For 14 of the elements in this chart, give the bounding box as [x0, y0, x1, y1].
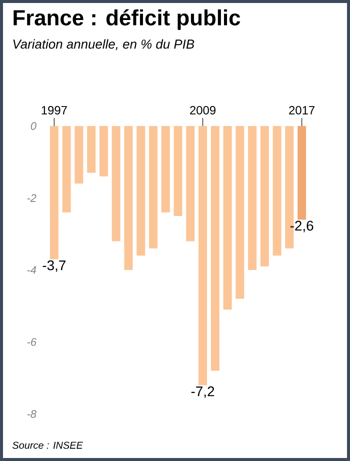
y-tick-label: -2: [27, 194, 36, 202]
source-note: Source : INSEE: [12, 442, 83, 449]
x-tick-label: 2017: [289, 106, 315, 114]
x-tick-label: 2009: [190, 106, 216, 114]
y-tick-label: -8: [27, 410, 36, 418]
chart-subtitle: Variation annuelle, en % du PIB: [13, 39, 194, 50]
y-tick-label: -4: [27, 266, 36, 274]
x-tick-label: 1997: [42, 106, 67, 114]
chart-title: France : déficit public: [14, 9, 240, 30]
data-label: -7,2: [191, 386, 214, 398]
y-tick-label: 0: [30, 122, 36, 130]
y-tick-label: -6: [27, 338, 36, 346]
data-label: -3,7: [42, 260, 66, 272]
data-label: -2,6: [290, 220, 314, 232]
